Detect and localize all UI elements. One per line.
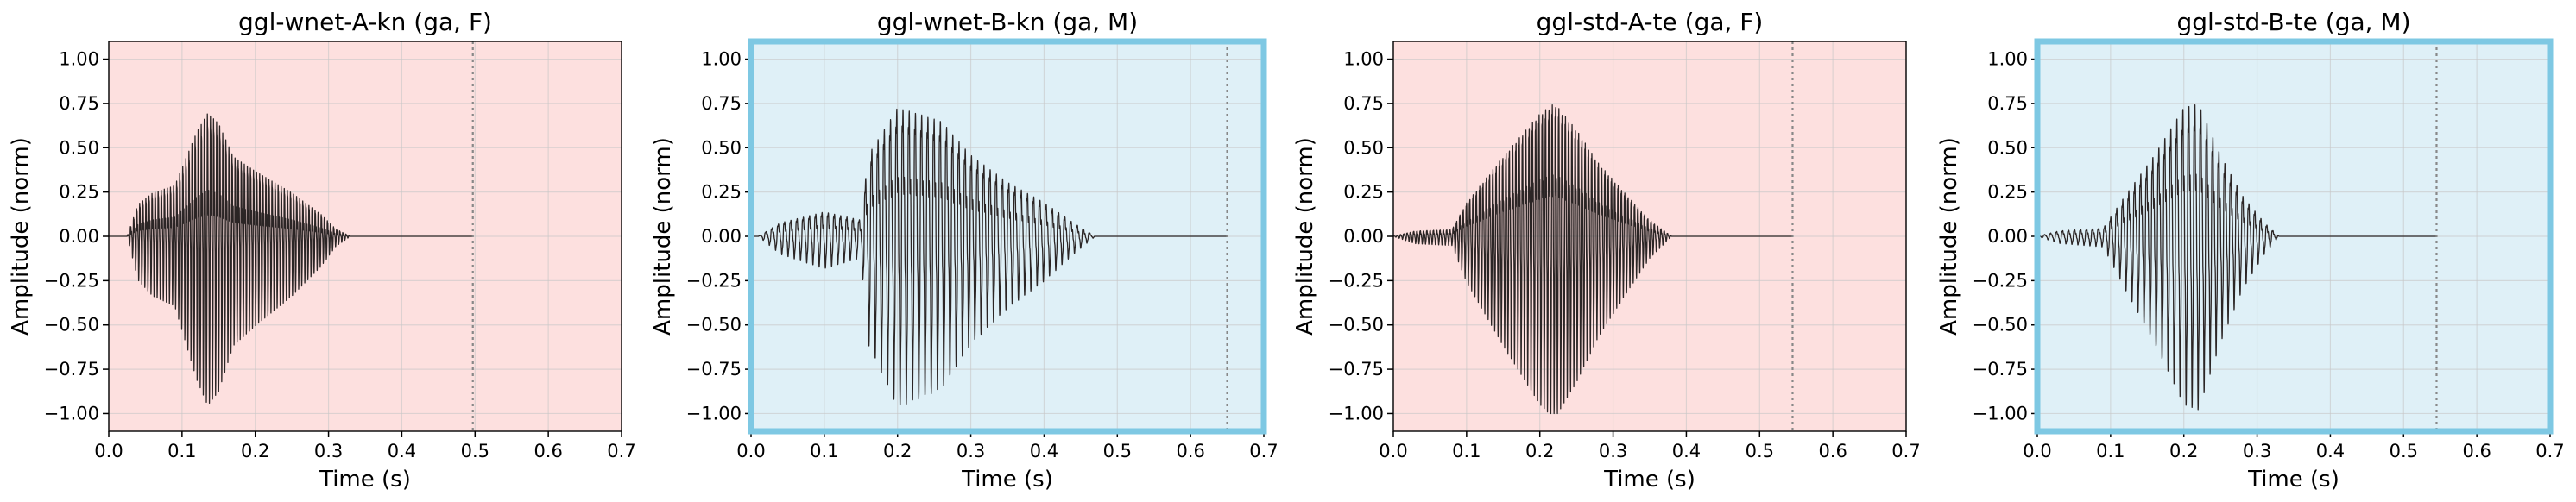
y-tick-label: −0.50 bbox=[686, 315, 742, 336]
x-axis-label: Time (s) bbox=[319, 467, 411, 493]
x-tick-label: 0.4 bbox=[1030, 441, 1058, 461]
y-axis-label: Amplitude (norm) bbox=[1292, 137, 1318, 336]
x-tick-label: 0.2 bbox=[2169, 441, 2198, 461]
x-tick-label: 0.4 bbox=[1672, 441, 1701, 461]
waveform-line bbox=[108, 113, 474, 404]
x-axis-label: Time (s) bbox=[1603, 467, 1695, 493]
chart-panel-4: 0.0 0.1 0.2 0.3 0.4 0.5 0.6 0.7 1.00 0.75 0.50 0.25… bbox=[1936, 8, 2565, 493]
x-tick-label: 0.7 bbox=[1249, 441, 1278, 461]
highlight-border bbox=[748, 38, 1267, 435]
y-tick-label: −0.50 bbox=[1329, 315, 1384, 336]
x-tick-label: 0.6 bbox=[1818, 441, 1847, 461]
waveform-line bbox=[750, 108, 1228, 405]
y-tick-label: −0.25 bbox=[1329, 270, 1384, 291]
y-tick-label: −1.00 bbox=[686, 403, 742, 424]
axes-frame bbox=[108, 41, 622, 432]
x-tick-label: 0.1 bbox=[167, 441, 196, 461]
x-tick-label: 0.2 bbox=[1525, 441, 1554, 461]
y-tick-label: 0.25 bbox=[1343, 182, 1384, 203]
y-tick-label: 1.00 bbox=[701, 49, 742, 70]
waveform-line bbox=[2036, 104, 2437, 411]
y-tick-label: −0.50 bbox=[1973, 315, 2028, 336]
x-tick-label: 0.7 bbox=[607, 441, 635, 461]
x-tick-label: 0.5 bbox=[1103, 441, 1132, 461]
x-axis-label: Time (s) bbox=[961, 467, 1053, 493]
x-tick-label: 0.0 bbox=[94, 441, 123, 461]
y-tick-label: 0.50 bbox=[59, 137, 99, 158]
x-tick-label: 0.5 bbox=[2390, 441, 2418, 461]
x-tick-label: 0.3 bbox=[2243, 441, 2271, 461]
y-tick-label: 1.00 bbox=[59, 49, 99, 70]
y-tick-label: 0.50 bbox=[1987, 137, 2028, 158]
y-tick-label: −0.75 bbox=[1973, 359, 2028, 380]
x-tick-label: 0.6 bbox=[2462, 441, 2491, 461]
y-tick-label: −0.25 bbox=[686, 270, 742, 291]
y-tick-label: 0.25 bbox=[1987, 182, 2028, 203]
y-tick-label: −0.25 bbox=[44, 270, 99, 291]
y-tick-label: 0.00 bbox=[1987, 226, 2028, 247]
y-tick-label: −0.25 bbox=[1973, 270, 2028, 291]
x-tick-label: 0.1 bbox=[1452, 441, 1481, 461]
x-tick-label: 0.0 bbox=[736, 441, 765, 461]
y-tick-label: 0.00 bbox=[1343, 226, 1384, 247]
y-tick-label: 0.00 bbox=[701, 226, 742, 247]
x-tick-label: 0.7 bbox=[2535, 441, 2564, 461]
y-tick-label: −0.75 bbox=[686, 359, 742, 380]
chart-panel-3: 0.0 0.1 0.2 0.3 0.4 0.5 0.6 0.7 1.00 0.75 0.50 0.25… bbox=[1292, 8, 1921, 493]
y-axis-label: Amplitude (norm) bbox=[1936, 137, 1962, 336]
y-tick-label: 0.50 bbox=[1343, 137, 1384, 158]
x-tick-label: 0.5 bbox=[1746, 441, 1774, 461]
y-tick-label: 0.75 bbox=[1987, 93, 2028, 114]
chart-title: ggl-std-B-te (ga, M) bbox=[2176, 8, 2410, 36]
chart-title: ggl-wnet-A-kn (ga, F) bbox=[238, 8, 492, 36]
y-tick-label: −1.00 bbox=[1973, 403, 2028, 424]
y-tick-label: 0.25 bbox=[701, 182, 742, 203]
x-tick-label: 0.2 bbox=[241, 441, 269, 461]
x-tick-label: 0.1 bbox=[810, 441, 838, 461]
x-tick-label: 0.6 bbox=[534, 441, 562, 461]
waveform-line bbox=[1392, 104, 1793, 415]
chart-panel-2: 0.0 0.1 0.2 0.3 0.4 0.5 0.6 0.7 1.00 0.75 0.50 0.25… bbox=[650, 8, 1279, 493]
highlight-border bbox=[2034, 38, 2554, 435]
y-tick-label: −0.50 bbox=[44, 315, 99, 336]
y-tick-label: 1.00 bbox=[1343, 49, 1384, 70]
x-tick-label: 0.3 bbox=[957, 441, 985, 461]
y-tick-label: −0.75 bbox=[44, 359, 99, 380]
chart-title: ggl-std-A-te (ga, F) bbox=[1537, 8, 1764, 36]
x-tick-label: 0.4 bbox=[388, 441, 416, 461]
y-tick-label: 0.75 bbox=[701, 93, 742, 114]
x-tick-label: 0.2 bbox=[883, 441, 912, 461]
chart-title: ggl-wnet-B-kn (ga, M) bbox=[877, 8, 1138, 36]
x-tick-label: 0.6 bbox=[1176, 441, 1204, 461]
y-tick-label: 0.00 bbox=[59, 226, 99, 247]
y-axis-label: Amplitude (norm) bbox=[650, 137, 676, 336]
x-tick-label: 0.7 bbox=[1891, 441, 1920, 461]
y-tick-label: 0.50 bbox=[701, 137, 742, 158]
x-tick-label: 0.0 bbox=[2023, 441, 2051, 461]
y-tick-label: 0.25 bbox=[59, 182, 99, 203]
y-tick-label: −1.00 bbox=[44, 403, 99, 424]
x-tick-label: 0.5 bbox=[461, 441, 489, 461]
y-tick-label: 1.00 bbox=[1987, 49, 2028, 70]
x-tick-label: 0.3 bbox=[1599, 441, 1627, 461]
chart-panel-1: 0.0 0.1 0.2 0.3 0.4 0.5 0.6 0.7 1.00 0.75 0.50 0.25… bbox=[8, 8, 636, 493]
axes-frame bbox=[1392, 41, 1907, 432]
x-tick-label: 0.4 bbox=[2316, 441, 2345, 461]
x-tick-label: 0.1 bbox=[2096, 441, 2125, 461]
x-axis-label: Time (s) bbox=[2247, 467, 2339, 493]
y-axis-label: Amplitude (norm) bbox=[8, 137, 34, 336]
x-tick-label: 0.0 bbox=[1379, 441, 1407, 461]
y-tick-label: 0.75 bbox=[1343, 93, 1384, 114]
x-tick-label: 0.3 bbox=[314, 441, 343, 461]
y-tick-label: −1.00 bbox=[1329, 403, 1384, 424]
y-tick-label: 0.75 bbox=[59, 93, 99, 114]
y-tick-label: −0.75 bbox=[1329, 359, 1384, 380]
